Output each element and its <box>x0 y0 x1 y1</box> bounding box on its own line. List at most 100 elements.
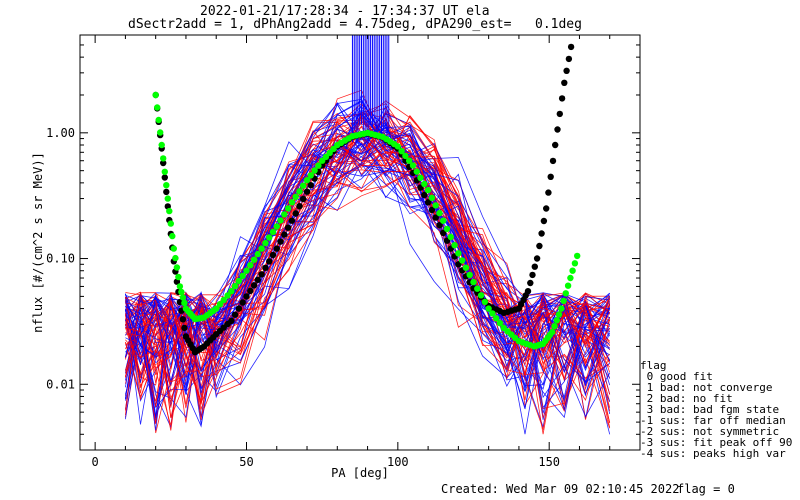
fit-point <box>181 324 188 332</box>
fit-point <box>436 209 443 217</box>
fit-point <box>160 159 167 167</box>
sample-curve <box>125 114 610 402</box>
fit-point <box>567 274 574 282</box>
fit-point <box>166 207 173 215</box>
fit-point <box>533 255 541 262</box>
fit-point <box>235 277 243 285</box>
fit-point <box>179 316 187 323</box>
fit-point <box>284 224 292 231</box>
fit-point <box>296 203 303 210</box>
fit-point <box>288 217 296 224</box>
green-fit-series <box>152 91 581 350</box>
fit-point <box>164 195 171 202</box>
sample-curve <box>125 135 611 435</box>
fit-point <box>564 282 572 289</box>
y-tick-label: 1.00 <box>46 126 75 140</box>
fit-point <box>254 276 261 283</box>
fit-point <box>161 174 168 181</box>
fit-point <box>326 149 333 157</box>
fit-point <box>277 217 284 224</box>
fit-point <box>235 305 243 312</box>
fit-point <box>273 245 280 252</box>
fit-point <box>155 116 162 124</box>
fit-point <box>175 273 182 281</box>
fit-point <box>262 264 269 271</box>
fit-point <box>161 168 168 175</box>
fit-point <box>170 245 177 252</box>
fit-point <box>273 223 280 230</box>
fit-point <box>424 199 432 206</box>
fit-point <box>529 271 536 279</box>
fit-point <box>266 258 273 265</box>
fit-point <box>440 217 447 224</box>
fit-point <box>172 254 179 262</box>
fit-point <box>284 205 292 212</box>
fit-point <box>160 155 167 162</box>
fit-point <box>428 194 436 201</box>
fit-point <box>303 177 311 184</box>
sample-curve <box>125 143 611 435</box>
fit-point <box>157 129 164 136</box>
fit-point <box>574 252 581 260</box>
fit-point <box>239 299 246 306</box>
fit-point <box>281 211 288 218</box>
fit-point <box>417 174 424 181</box>
fit-point <box>555 311 563 318</box>
fit-point <box>561 79 568 87</box>
fit-point <box>455 250 462 257</box>
fit-point <box>563 67 570 75</box>
fit-point <box>224 292 231 299</box>
fit-point <box>477 292 485 299</box>
fit-point <box>554 126 561 133</box>
x-axis-label: PA [deg] <box>331 466 389 480</box>
fit-point <box>288 199 296 206</box>
footer-flag: flag = 0 <box>677 482 735 496</box>
legend-title: flag <box>640 359 667 372</box>
fit-point <box>311 167 318 174</box>
sample-curve <box>125 164 610 399</box>
fit-point <box>531 263 538 270</box>
x-tick-label: 0 <box>92 455 99 469</box>
fit-point <box>558 95 566 102</box>
fit-point <box>258 245 265 252</box>
fit-point <box>493 315 500 322</box>
fit-point <box>527 279 534 287</box>
fit-point <box>173 264 181 271</box>
fit-point <box>296 188 303 195</box>
fit-point <box>213 305 220 312</box>
fit-point <box>540 217 548 225</box>
fit-point <box>496 320 504 327</box>
x-tick-label: 150 <box>538 455 560 469</box>
fit-point <box>558 305 565 312</box>
flag-legend: flag 0 good fit 1 bad: not converge 2 ba… <box>640 360 792 459</box>
fit-point <box>428 206 436 214</box>
fit-point <box>421 191 428 199</box>
chart-title-line1: 2022-01-21/17:28:34 - 17:34:37 UT ela <box>200 4 490 19</box>
fit-point <box>547 173 554 180</box>
y-axis-label: nflux [#/(cm^2 s sr MeV)] <box>31 152 45 333</box>
fit-point <box>262 239 269 247</box>
fit-point <box>406 157 413 164</box>
fit-point <box>567 43 575 51</box>
fit-point <box>307 182 314 189</box>
fit-point <box>398 148 405 155</box>
fit-point <box>167 220 174 227</box>
fit-point <box>432 214 439 221</box>
fit-point <box>176 283 184 290</box>
legend-item-far-off-median: -1 sus: far off median <box>640 414 786 427</box>
fit-point <box>569 267 576 274</box>
fit-point <box>158 141 165 149</box>
fit-point <box>549 157 557 165</box>
fit-point <box>436 222 443 229</box>
fit-point <box>462 264 470 271</box>
fit-point <box>560 297 567 305</box>
legend-item-peaks-high-var: -4 sus: peaks high var <box>640 447 786 460</box>
fit-point <box>258 271 265 278</box>
fit-point <box>421 180 428 188</box>
fit-point <box>466 271 473 279</box>
fit-point <box>470 278 477 286</box>
fit-point <box>443 225 451 233</box>
sample-curve <box>125 102 611 426</box>
fit-point <box>266 234 273 241</box>
legend-item-not-symmetric: -2 sus: not symmetric <box>640 425 780 438</box>
